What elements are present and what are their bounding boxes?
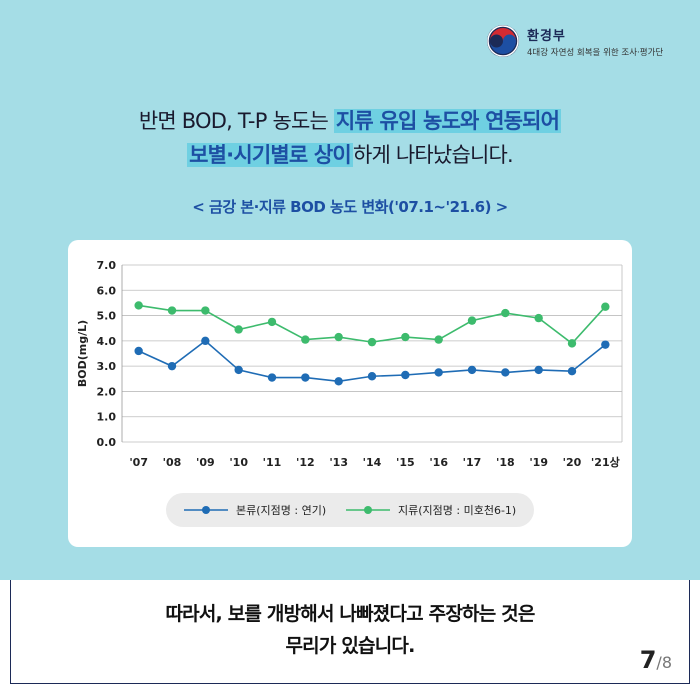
taegeuk-emblem-icon xyxy=(487,25,519,57)
x-tick-label: '08 xyxy=(163,456,182,469)
y-axis-label: BOD(mg/L) xyxy=(76,320,89,387)
data-point xyxy=(534,313,543,323)
headline-line1-highlight: 지류 유입 농도와 연동되어 xyxy=(333,109,562,133)
y-tick-label: 2.0 xyxy=(97,385,117,398)
legend-swatch-marker xyxy=(364,506,372,514)
headline-line2-highlight: 보별·시기별로 상이 xyxy=(187,143,353,167)
y-tick-label: 7.0 xyxy=(97,259,117,272)
x-tick-label: '12 xyxy=(296,456,315,469)
data-point xyxy=(134,301,143,310)
conclusion-line2: 무리가 있습니다. xyxy=(285,635,416,657)
data-point xyxy=(267,317,277,327)
legend-swatch-marker xyxy=(202,506,210,514)
x-tick-label: '17 xyxy=(463,456,482,469)
data-point xyxy=(201,336,210,346)
x-tick-label: '18 xyxy=(496,456,515,469)
headline-line2-plain: 하게 나타났습니다. xyxy=(352,143,514,167)
data-point xyxy=(501,308,510,318)
x-tick-label: '14 xyxy=(363,456,382,469)
data-point xyxy=(367,372,377,381)
page-indicator: 7/8 xyxy=(640,646,672,674)
data-point xyxy=(501,368,510,377)
conclusion-panel xyxy=(0,580,700,700)
data-point xyxy=(267,373,277,382)
x-tick-label: '07 xyxy=(129,456,148,469)
y-tick-label: 5.0 xyxy=(97,310,117,323)
y-tick-label: 0.0 xyxy=(97,436,117,449)
data-point xyxy=(334,377,343,386)
data-point xyxy=(601,340,610,349)
x-tick-label: '20 xyxy=(563,456,582,469)
data-point xyxy=(334,332,343,342)
data-point xyxy=(301,335,310,344)
x-tick-label: '16 xyxy=(429,456,448,469)
ministry-logo: 환경부 4대강 자연성 회복을 위한 조사·평가단 xyxy=(486,24,663,58)
ministry-name: 환경부 xyxy=(527,28,566,44)
data-point xyxy=(401,370,410,380)
x-tick-label: '09 xyxy=(196,456,215,469)
headline: 반면 BOD, T-P 농도는 지류 유입 농도와 연동되어 보별·시기별로 상… xyxy=(0,104,700,172)
x-tick-label: '15 xyxy=(396,456,415,469)
data-point xyxy=(534,365,543,375)
data-point xyxy=(167,306,177,315)
data-point xyxy=(167,361,177,371)
headline-line1-plain: 반면 BOD, T-P 농도는 xyxy=(138,109,334,133)
chart-title: < 금강 본·지류 BOD 농도 변화('07.1~'21.6) > xyxy=(192,198,508,216)
data-point xyxy=(434,368,443,377)
x-tick-label: '19 xyxy=(529,456,548,469)
page-current: 7 xyxy=(639,646,657,674)
data-point xyxy=(134,346,143,356)
y-tick-label: 4.0 xyxy=(97,335,117,348)
y-tick-label: 3.0 xyxy=(97,360,117,373)
data-point xyxy=(434,335,443,344)
y-tick-label: 1.0 xyxy=(97,411,117,424)
data-point xyxy=(567,339,577,348)
data-point xyxy=(567,367,577,376)
legend-label: 지류(지점명 : 미호천6-1) xyxy=(398,503,516,517)
data-point xyxy=(234,325,243,334)
ministry-subtitle: 4대강 자연성 회복을 위한 조사·평가단 xyxy=(527,47,664,58)
bod-line-chart: 0.0 1.0 2.0 3.0 4.0 5.0 6.0 7.0 '07 '08 '09 '10 '11 '… xyxy=(76,259,623,527)
y-tick-label: 6.0 xyxy=(97,284,117,297)
x-tick-label: '13 xyxy=(329,456,348,469)
conclusion-line1: 따라서, 보를 개방해서 나빠졌다고 주장하는 것은 xyxy=(165,603,535,625)
data-point xyxy=(201,306,210,315)
x-tick-label: '11 xyxy=(263,456,282,469)
conclusion-text: 따라서, 보를 개방해서 나빠졌다고 주장하는 것은 무리가 있습니다. xyxy=(0,598,700,662)
x-tick-label: '21상 xyxy=(591,455,620,469)
data-point xyxy=(301,373,310,382)
data-point xyxy=(467,316,477,325)
data-point xyxy=(234,365,243,375)
data-point xyxy=(401,332,410,342)
conclusion-frame xyxy=(10,580,690,684)
data-point xyxy=(367,337,377,347)
x-tick-label: '10 xyxy=(229,456,248,469)
page-total: /8 xyxy=(656,653,672,672)
data-point xyxy=(467,365,477,375)
data-point xyxy=(601,302,610,311)
chart-card: 0.0 1.0 2.0 3.0 4.0 5.0 6.0 7.0 '07 '08 '09 '10 '11 '… xyxy=(68,240,632,547)
legend-label: 본류(지점명 : 연기) xyxy=(236,504,326,517)
